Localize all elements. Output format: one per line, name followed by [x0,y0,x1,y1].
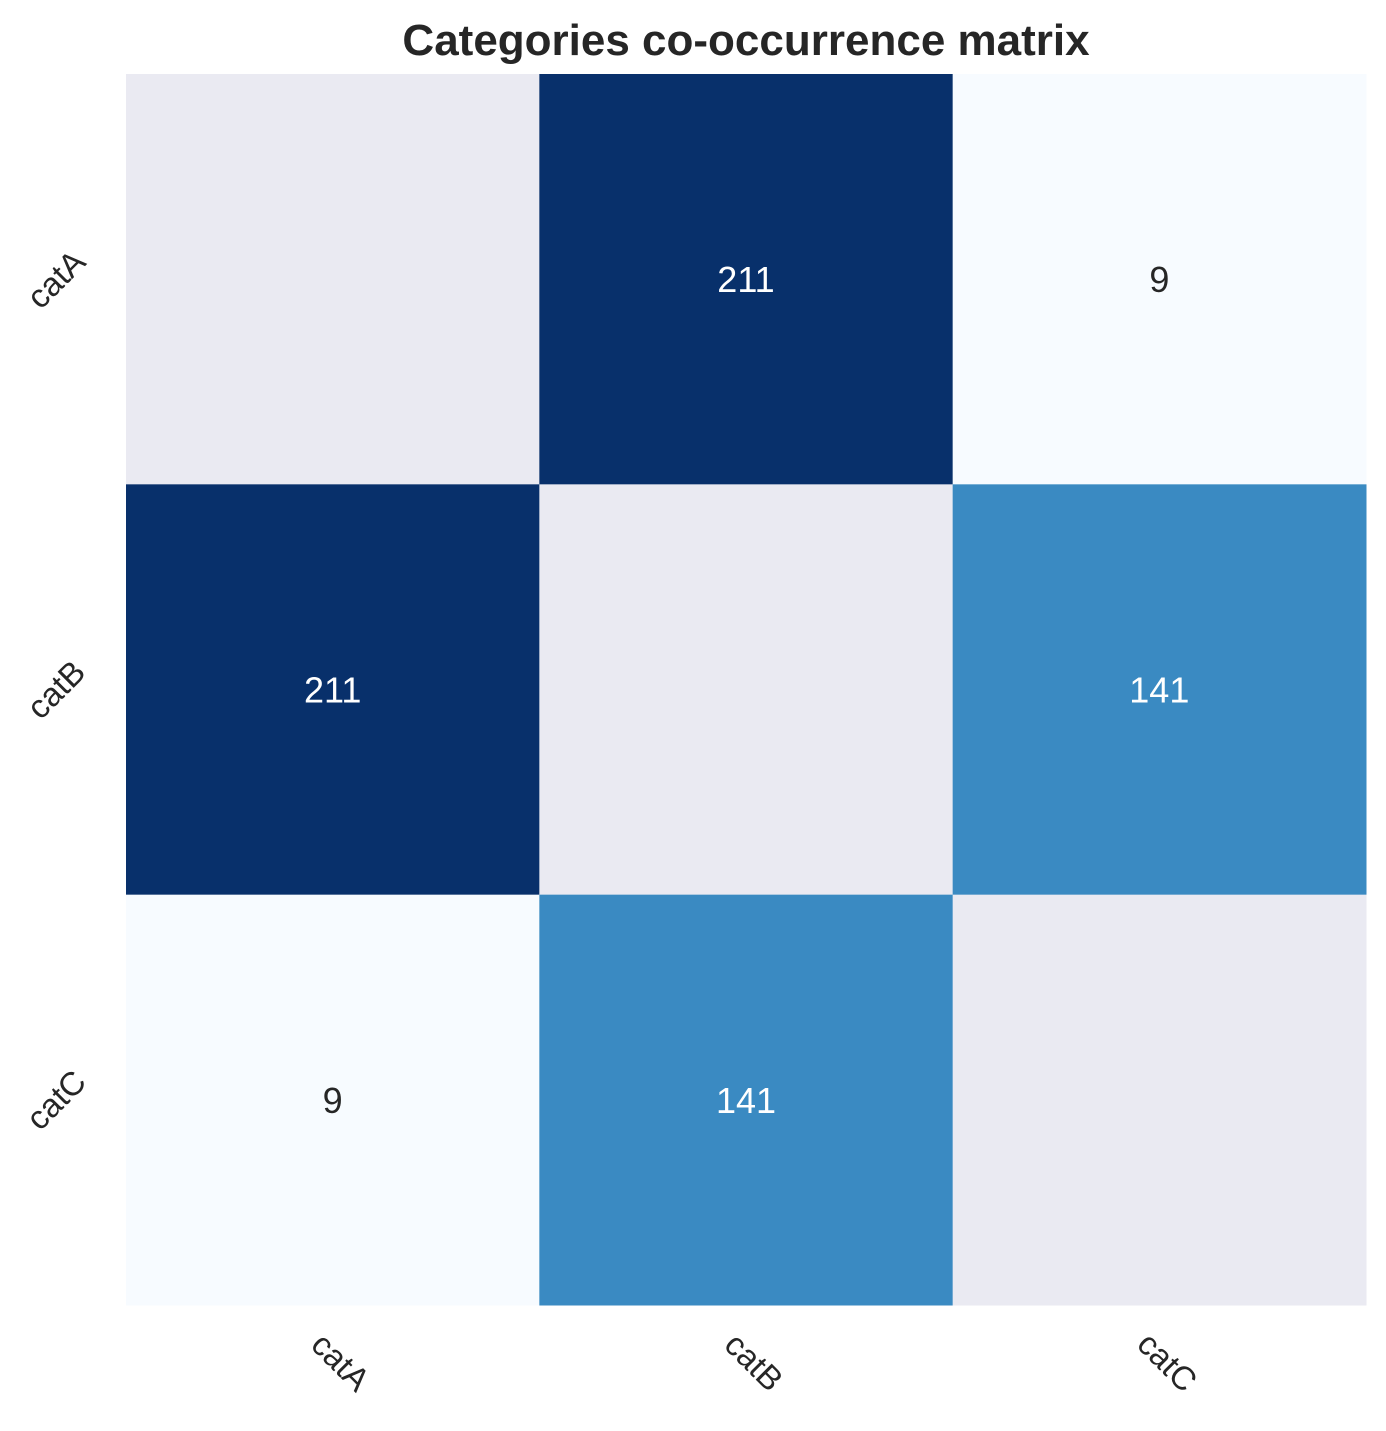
cell-value-label: 9 [323,1080,343,1121]
x-tick-label: catA [304,1325,377,1398]
cell-value-label: 211 [717,259,774,300]
y-tick-label: catA [19,243,92,316]
y-tick-label: catB [19,653,92,726]
heatmap-cell-catB-catB [539,484,954,896]
heatmap-cell-catA-catC [952,74,1367,485]
heatmap-cell-catC-catA [126,894,540,1306]
x-axis-ticks: catA catB catC [304,1325,1204,1399]
heatmap-cells: 211 9 211 141 9 141 [126,74,1367,1306]
x-tick-label: catC [1130,1325,1204,1399]
heatmap-cell-catB-catA [126,484,540,896]
cell-value-label: 141 [1129,670,1189,711]
cell-value-label: 9 [1149,259,1169,300]
cell-value-label: 141 [716,1080,776,1121]
heatmap-cell-catB-catC [952,484,1367,896]
y-axis-ticks: catA catB catC [19,243,93,1137]
chart-title: Categories co-occurrence matrix [402,16,1090,65]
x-tick-label: catB [718,1325,791,1398]
cell-value-label: 211 [304,670,361,711]
heatmap-cell-catC-catC [952,894,1367,1306]
heatmap-cell-catA-catB [539,74,954,485]
heatmap-cell-catC-catB [539,894,954,1306]
heatmap-cell-catA-catA [126,74,540,485]
y-tick-label: catC [19,1063,93,1137]
